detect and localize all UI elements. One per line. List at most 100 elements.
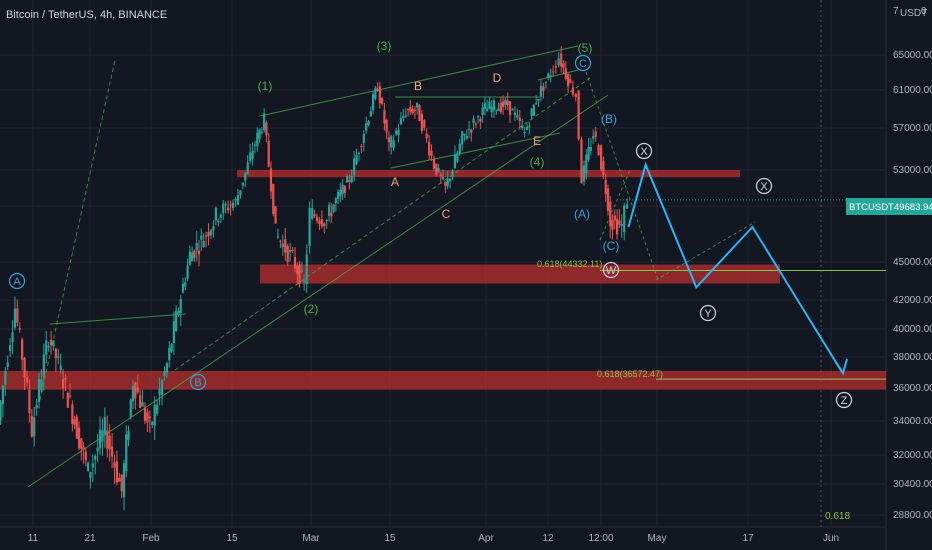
candle-body [376, 88, 379, 92]
candle-body [71, 404, 74, 424]
candle-body [64, 378, 67, 380]
candle-body [618, 220, 621, 225]
candle-body [523, 131, 526, 133]
candle-body [54, 348, 57, 359]
resistance-zone [0, 370, 886, 390]
candle-body [311, 207, 314, 219]
price-tick-label: 61000.00 [893, 85, 932, 96]
candle-body [229, 204, 232, 206]
candle-body [394, 130, 398, 135]
candle-body [66, 392, 69, 408]
candle-body [89, 471, 92, 479]
resistance-zones [0, 170, 886, 390]
time-axis[interactable]: 11 21 Feb 15 Mar 15 Apr 12 12:00 May 17 Jun [28, 533, 839, 544]
trend-line [390, 132, 561, 169]
price-tick-label: 28800.00 [893, 510, 932, 521]
candle-body [492, 100, 496, 111]
fib-upper-label: 0.618(44332.11) [537, 259, 602, 269]
candle-body [339, 190, 342, 197]
candle-body [40, 379, 43, 391]
candle-body [470, 129, 473, 133]
wave-label: (1) [258, 79, 273, 93]
candle-body [402, 115, 405, 119]
circled-wave-label: X [760, 181, 768, 193]
candle-body [160, 380, 164, 395]
candle-body [103, 417, 106, 435]
candle-body [597, 145, 600, 156]
price-tick-label: 45000.00 [893, 257, 932, 268]
candle-body [165, 363, 169, 373]
resistance-zone [260, 264, 780, 284]
wave-label: D [493, 71, 502, 85]
price-top-partial: 7 [893, 6, 899, 17]
candle-body [439, 174, 442, 176]
candle-body [577, 90, 580, 140]
candle-body [13, 308, 17, 328]
candle-body [4, 371, 7, 385]
candle-body [47, 345, 50, 348]
wave-label: E [533, 134, 541, 148]
candle-body [430, 150, 433, 156]
candle-body [378, 86, 381, 104]
candle-body [535, 103, 538, 105]
candle-body [518, 117, 521, 122]
candle-body [350, 175, 353, 183]
candle-body [212, 226, 215, 231]
wave-label: (2) [304, 302, 319, 316]
candle-body [209, 230, 213, 236]
candle-body [539, 85, 543, 97]
candle-body [231, 202, 235, 208]
candle-body [129, 399, 132, 417]
circled-wave-label: B [194, 377, 201, 389]
candle-body [428, 142, 431, 156]
candle-body [45, 340, 48, 355]
candle-body [557, 58, 560, 66]
candle-body [508, 101, 512, 116]
candle-body [80, 438, 83, 449]
candle-body [197, 250, 201, 255]
candle-body [193, 250, 196, 258]
candle-body [506, 100, 509, 106]
candle-body [68, 395, 72, 397]
price-tick-label: 57000.00 [893, 123, 932, 134]
price-tick-label: 36000.00 [893, 383, 932, 394]
price-tick-label: 32000.00 [893, 450, 932, 461]
candle-body [432, 159, 436, 169]
candle-body [136, 387, 139, 393]
candle-body [554, 66, 557, 68]
candle-body [594, 131, 597, 137]
circled-wave-marker [635, 142, 653, 160]
candle-body [587, 146, 590, 160]
candle-body [458, 143, 461, 154]
trend-line [259, 45, 579, 117]
candle-body [513, 112, 517, 116]
candle-body [284, 239, 287, 253]
candle-body [474, 123, 477, 125]
candle-body [191, 252, 194, 262]
candle-body [423, 120, 426, 128]
candle-body [495, 110, 498, 112]
candle-body [219, 214, 222, 218]
candle-body [397, 129, 400, 136]
candle-body [222, 203, 225, 214]
candle-body [544, 81, 547, 83]
candle-body [486, 108, 489, 112]
candle-body [269, 168, 273, 192]
candle-body [308, 207, 311, 246]
candle-body [253, 144, 257, 146]
candle-body [177, 310, 180, 314]
candle-body [224, 204, 227, 206]
candle-body [101, 430, 104, 442]
candle-body [411, 109, 414, 114]
candle-body [341, 184, 344, 195]
candle-body [131, 386, 135, 402]
candle-body [181, 283, 185, 293]
candle-body [91, 463, 94, 468]
candle-body [365, 123, 368, 131]
candle-body [96, 447, 99, 452]
candle-body [562, 63, 565, 68]
candle-body [195, 243, 198, 251]
candle-body [490, 106, 493, 113]
candle-body [234, 198, 237, 201]
